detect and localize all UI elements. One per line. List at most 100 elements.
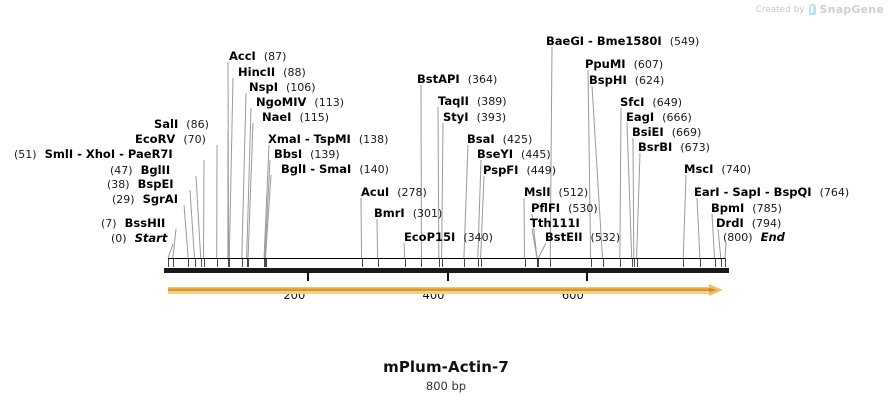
site-label-bspei[interactable]: (38) BspEI	[107, 178, 174, 191]
leader-line	[463, 144, 469, 259]
site-label-eari-sapi-bspqi[interactable]: EarI - SapI - BspQI (764)	[694, 186, 849, 199]
cut-site-tick[interactable]	[619, 258, 621, 267]
cut-site-tick[interactable]	[203, 258, 205, 267]
axis-tick-marks: 200 400 600	[168, 273, 725, 302]
site-label-end[interactable]: (800) End	[723, 231, 785, 244]
cut-site-tick[interactable]	[228, 258, 230, 267]
leader-line	[167, 243, 174, 259]
site-label-acui[interactable]: AcuI (278)	[361, 186, 427, 199]
site-label-xmai-tspmi[interactable]: XmaI - TspMI (138)	[268, 133, 388, 146]
cut-site-tick[interactable]	[602, 258, 604, 267]
cut-site-tick[interactable]	[480, 258, 482, 267]
site-label-bsai[interactable]: BsaI (425)	[467, 133, 532, 146]
cut-site-tick[interactable]	[200, 258, 202, 267]
site-label-bsiei[interactable]: BsiEI (669)	[632, 126, 701, 139]
site-position: (70)	[183, 133, 206, 146]
site-label-pspfi[interactable]: PspFI (449)	[483, 164, 556, 177]
site-label-ecorv[interactable]: EcoRV (70)	[135, 133, 206, 146]
cut-site-tick[interactable]	[441, 258, 443, 267]
cut-site-tick[interactable]	[636, 258, 638, 267]
site-label-bbsi[interactable]: BbsI (139)	[274, 148, 340, 161]
cut-site-tick[interactable]	[264, 258, 266, 267]
site-label-bsteii[interactable]: BstEII (532)	[545, 231, 620, 244]
site-position: (649)	[652, 96, 682, 109]
feature-arrow[interactable]	[168, 284, 725, 296]
leader-line	[531, 228, 538, 259]
site-label-start[interactable]: (0) Start	[111, 232, 167, 245]
leader-line	[537, 242, 547, 259]
cut-site-tick[interactable]	[720, 258, 722, 267]
cut-site-tick[interactable]	[241, 258, 243, 267]
site-label-ecop15i[interactable]: EcoP15I (340)	[404, 231, 493, 244]
cut-site-tick[interactable]	[537, 258, 539, 267]
cut-site-tick[interactable]	[229, 258, 231, 267]
cut-site-tick[interactable]	[633, 258, 635, 267]
cut-site-tick[interactable]	[438, 258, 440, 267]
site-label-pflfi[interactable]: PflFI (530)	[531, 202, 598, 215]
site-label-styi[interactable]: StyI (393)	[443, 111, 506, 124]
site-label-eagi[interactable]: EagI (666)	[626, 111, 692, 124]
site-enzyme-name: NspI	[249, 80, 278, 94]
cut-site-tick[interactable]	[172, 258, 174, 267]
cut-site-tick[interactable]	[631, 258, 633, 267]
leader-line	[263, 144, 270, 259]
cut-site-tick[interactable]	[538, 258, 540, 267]
site-label-bseyi[interactable]: BseYI (445)	[477, 148, 551, 161]
cut-site-tick[interactable]	[683, 258, 685, 267]
cut-site-tick[interactable]	[377, 258, 379, 267]
leader-line	[441, 122, 444, 259]
site-label-baegi-bme1580i[interactable]: BaeGI - Bme1580I (549)	[546, 35, 699, 48]
cut-site-tick[interactable]	[168, 258, 169, 267]
cut-site-tick[interactable]	[421, 258, 423, 267]
leader-line	[264, 159, 271, 259]
site-label-hincii[interactable]: HincII (88)	[238, 66, 306, 79]
site-label-bmri[interactable]: BmrI (301)	[374, 207, 442, 220]
cut-site-tick[interactable]	[714, 258, 716, 267]
site-position: (530)	[568, 202, 598, 215]
cut-site-tick[interactable]	[477, 258, 479, 267]
site-position: (740)	[721, 163, 751, 176]
site-label-acci[interactable]: AccI (87)	[229, 50, 286, 63]
cut-site-tick[interactable]	[361, 258, 363, 267]
site-label-bgli-smai[interactable]: BglI - SmaI (140)	[281, 163, 389, 176]
cut-site-tick[interactable]	[550, 258, 552, 267]
cut-site-tick[interactable]	[404, 258, 406, 267]
cut-site-tick[interactable]	[248, 258, 250, 267]
site-label-bstapi[interactable]: BstAPI (364)	[417, 73, 497, 86]
site-label-nspi[interactable]: NspI (106)	[249, 81, 316, 94]
site-label-sali[interactable]: SalI (86)	[154, 118, 209, 131]
site-label-tth111i[interactable]: Tth111I	[530, 217, 580, 229]
cut-site-tick[interactable]	[590, 258, 592, 267]
site-position: (512)	[558, 186, 589, 199]
cut-site-tick[interactable]	[246, 258, 248, 267]
site-label-ppumi[interactable]: PpuMI (607)	[585, 58, 663, 71]
site-label-bsrbi[interactable]: BsrBI (673)	[638, 141, 710, 154]
watermark-created-by-label: Created by	[755, 4, 805, 15]
site-label-sgrai[interactable]: (29) SgrAI	[112, 193, 178, 206]
site-enzyme-name: NgoMIV	[256, 95, 307, 109]
site-label-msli[interactable]: MslI (512)	[524, 186, 588, 199]
site-label-bsphi[interactable]: BspHI (624)	[589, 74, 664, 87]
site-label-bpmi[interactable]: BpmI (785)	[711, 202, 782, 215]
site-position: (532)	[590, 231, 621, 244]
site-label-ngomiv[interactable]: NgoMIV (113)	[256, 96, 344, 109]
site-label-naei[interactable]: NaeI (115)	[262, 111, 329, 124]
site-label-msci[interactable]: MscI (740)	[684, 163, 751, 176]
cut-site-tick[interactable]	[524, 258, 526, 267]
cut-site-tick[interactable]	[216, 258, 218, 267]
cut-site-tick[interactable]	[265, 258, 267, 267]
site-label-bsshii[interactable]: (7) BssHII	[101, 217, 165, 230]
snapgene-logo-icon	[808, 4, 816, 15]
site-label-smli-xhoi-paer7i[interactable]: (51) SmlI - XhoI - PaeR7I	[14, 148, 173, 161]
cut-site-tick[interactable]	[188, 258, 190, 267]
site-label-taqii[interactable]: TaqII (389)	[438, 95, 507, 108]
site-label-drdi[interactable]: DrdI (794)	[716, 217, 781, 230]
cut-site-tick[interactable]	[725, 258, 726, 267]
cut-site-tick[interactable]	[699, 258, 701, 267]
cut-site-tick[interactable]	[194, 258, 196, 267]
cut-site-tick[interactable]	[463, 258, 465, 267]
site-label-sfci[interactable]: SfcI (649)	[620, 96, 682, 109]
cut-site-tick[interactable]	[227, 258, 229, 267]
site-label-bglii[interactable]: (47) BglII	[110, 164, 170, 177]
cut-site-tick[interactable]	[264, 258, 266, 267]
